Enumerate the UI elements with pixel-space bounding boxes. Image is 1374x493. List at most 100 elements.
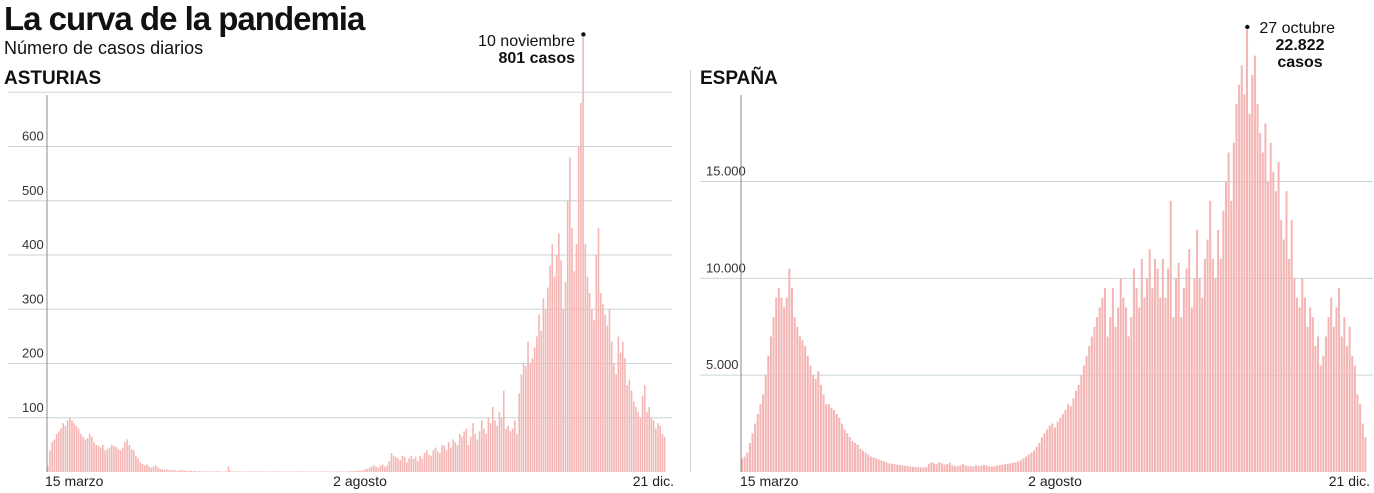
bar [597, 227, 600, 472]
bar [227, 466, 230, 472]
asturias-peak-value: 801 casos [498, 50, 575, 67]
bar [381, 464, 384, 472]
bar [119, 450, 122, 472]
bar [1153, 258, 1156, 472]
bar [783, 307, 786, 472]
bar [959, 465, 962, 472]
bar [1253, 55, 1256, 472]
bar [1093, 326, 1096, 472]
bar [843, 429, 846, 472]
bar [1146, 278, 1149, 472]
bar [1035, 446, 1038, 472]
bar [69, 417, 71, 472]
bar [474, 434, 476, 472]
bar [1243, 94, 1246, 472]
bar [1267, 181, 1270, 472]
bar [93, 442, 95, 472]
bar [176, 470, 179, 472]
bar [1085, 355, 1088, 472]
peak-marker [1245, 24, 1250, 30]
bar [751, 433, 754, 472]
bar [1109, 317, 1112, 472]
bar [599, 292, 602, 472]
bar [1156, 268, 1159, 472]
bar [1232, 142, 1235, 472]
bar [491, 406, 494, 472]
bar [759, 404, 762, 472]
bar [1235, 104, 1238, 473]
bar [86, 438, 89, 472]
bar [154, 465, 157, 472]
bar [525, 366, 527, 472]
bar [434, 447, 437, 472]
bar [993, 466, 996, 472]
bar [896, 464, 899, 472]
bar [223, 471, 225, 472]
bar [432, 450, 435, 472]
bar [148, 466, 150, 472]
bar [835, 413, 838, 472]
bar [108, 447, 111, 472]
bar [384, 466, 386, 472]
bar [395, 456, 397, 472]
bar [130, 449, 133, 472]
bar [1088, 346, 1091, 472]
bar [1101, 297, 1104, 472]
bar [1132, 268, 1135, 472]
bar [909, 466, 912, 472]
espana-peak-date: 27 octubre [1259, 20, 1335, 37]
bar [1293, 278, 1296, 472]
bar [317, 471, 320, 472]
bar [904, 465, 907, 472]
bar [848, 437, 851, 472]
bar [251, 471, 254, 472]
bar [804, 346, 807, 472]
bar [911, 466, 914, 472]
bar [1009, 463, 1012, 472]
bar [1319, 365, 1322, 472]
bar [833, 410, 836, 472]
bar [1030, 452, 1033, 472]
bar [282, 471, 285, 472]
bar [201, 471, 203, 472]
bar [240, 471, 243, 472]
bar [1359, 404, 1362, 472]
bar [1014, 462, 1017, 472]
bar [458, 434, 461, 472]
bar [1288, 258, 1291, 472]
bar [1140, 258, 1143, 472]
bar [1238, 84, 1241, 473]
bar [1061, 413, 1064, 472]
bar [1364, 437, 1367, 472]
bar [1164, 297, 1167, 472]
bar [593, 320, 595, 472]
bar [580, 103, 582, 472]
bar [943, 464, 946, 472]
bar [439, 453, 441, 472]
bar [1330, 297, 1333, 472]
bar [300, 471, 302, 472]
bar [64, 425, 67, 472]
bar [1172, 317, 1175, 472]
bar [1059, 417, 1062, 472]
bar [1006, 463, 1009, 472]
bar [456, 444, 459, 472]
bar [337, 471, 340, 472]
bar [157, 467, 159, 472]
bar [1048, 425, 1051, 472]
bar [1159, 297, 1162, 472]
bar [331, 471, 333, 472]
bar [998, 465, 1001, 472]
bar [104, 450, 106, 472]
bar [324, 471, 327, 472]
bar [355, 470, 358, 472]
bar [1051, 423, 1054, 472]
bar [262, 471, 265, 472]
bar [615, 374, 617, 472]
bar [1335, 307, 1338, 472]
bar [1353, 365, 1356, 472]
bar [877, 459, 880, 472]
bar [741, 458, 744, 472]
panel-divider [690, 70, 691, 472]
bar [295, 471, 298, 472]
